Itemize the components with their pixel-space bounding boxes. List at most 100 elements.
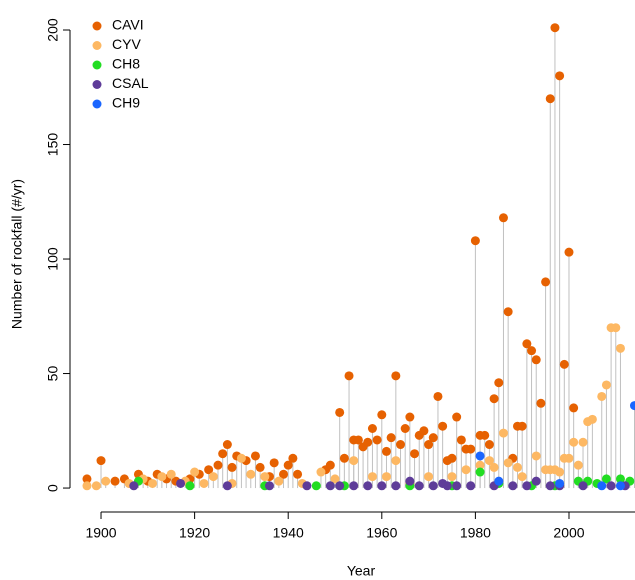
point (475, 460, 485, 470)
legend-label: CYV (112, 36, 141, 52)
point (494, 378, 504, 388)
y-tick-label: 100 (45, 247, 61, 271)
point (522, 481, 532, 491)
point (236, 453, 246, 463)
point (531, 451, 541, 461)
point (335, 481, 345, 491)
point (522, 339, 532, 349)
point (428, 481, 438, 491)
point (597, 481, 607, 491)
point (335, 407, 345, 417)
point (129, 481, 139, 491)
point (498, 213, 508, 223)
point (611, 323, 621, 333)
point (545, 481, 555, 491)
point (615, 343, 625, 353)
point (293, 469, 303, 479)
point (606, 481, 616, 491)
legend-marker (92, 21, 102, 31)
point (405, 476, 415, 486)
point (470, 236, 480, 246)
point (204, 465, 214, 475)
point (166, 469, 176, 479)
legend-marker (92, 60, 102, 70)
point (260, 472, 270, 482)
point (176, 478, 186, 488)
point (578, 481, 588, 491)
point (447, 453, 457, 463)
point (405, 412, 415, 422)
legend-label: CSAL (112, 75, 149, 91)
legend-marker (92, 99, 102, 109)
point (381, 472, 391, 482)
point (82, 481, 92, 491)
point (339, 453, 349, 463)
x-axis-title: Year (347, 563, 376, 579)
point (601, 474, 611, 484)
point (246, 469, 256, 479)
y-tick-label: 150 (45, 133, 61, 157)
point (372, 435, 382, 445)
point (555, 478, 565, 488)
point (424, 440, 434, 450)
point (222, 440, 232, 450)
point (517, 472, 527, 482)
point (466, 481, 476, 491)
point (569, 437, 579, 447)
point (391, 481, 401, 491)
point (513, 462, 523, 472)
point (353, 435, 363, 445)
point (274, 476, 284, 486)
point (555, 467, 565, 477)
point (91, 481, 101, 491)
legend-label: CH8 (112, 56, 140, 72)
legend-marker (92, 80, 102, 89)
point (630, 401, 635, 411)
point (489, 462, 499, 472)
point (377, 481, 387, 491)
point (218, 449, 228, 459)
point (564, 453, 574, 463)
point (428, 433, 438, 443)
point (438, 421, 448, 431)
point (564, 247, 574, 257)
point (396, 440, 406, 450)
point (283, 460, 293, 470)
y-tick-label: 200 (45, 18, 61, 42)
point (147, 478, 157, 488)
point (597, 391, 607, 401)
legend-marker (92, 41, 102, 50)
point (311, 481, 321, 491)
point (391, 456, 401, 466)
point (484, 440, 494, 450)
point (101, 476, 111, 486)
point (288, 453, 298, 463)
point (110, 476, 120, 486)
x-tick-label: 1960 (366, 525, 397, 541)
point (391, 371, 401, 381)
point (555, 71, 565, 81)
point (442, 481, 452, 491)
point (255, 462, 265, 472)
point (269, 458, 279, 468)
point (503, 458, 513, 468)
point (302, 481, 312, 491)
point (82, 474, 92, 484)
point (503, 307, 513, 317)
point (199, 478, 209, 488)
point (410, 449, 420, 459)
point (325, 481, 335, 491)
point (559, 359, 569, 369)
point (316, 467, 326, 477)
point (536, 398, 546, 408)
point (279, 469, 289, 479)
point (466, 444, 476, 454)
legend-label: CH9 (112, 95, 140, 111)
point (545, 94, 555, 104)
point (363, 481, 373, 491)
point (377, 410, 387, 420)
point (227, 462, 237, 472)
point (508, 481, 518, 491)
point (452, 481, 462, 491)
point (615, 474, 625, 484)
